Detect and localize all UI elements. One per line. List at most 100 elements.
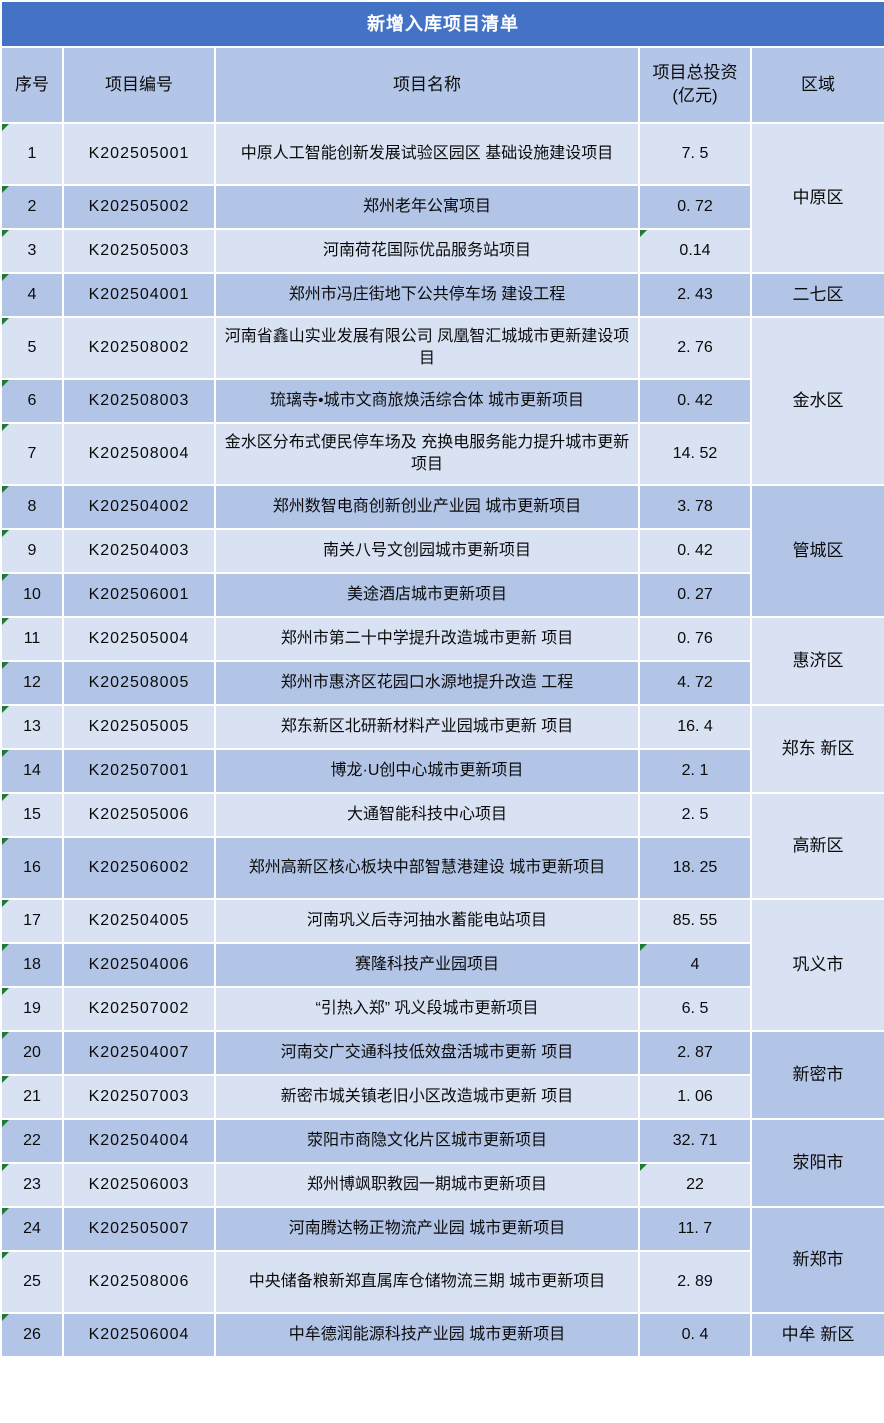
- project-name-cell-text: 河南巩义后寺河抽水蓄能电站项目: [306, 912, 547, 930]
- investment-cell: 0. 27: [638, 572, 752, 618]
- project-code-cell: K202505004: [62, 616, 216, 662]
- project-name-cell-text: 河南省鑫山实业发展有限公司 凤凰智汇城城市更新建设项目: [224, 328, 630, 367]
- investment-cell: 18. 25: [638, 836, 752, 900]
- project-code-cell: K202505002: [62, 184, 216, 230]
- project-name-cell: 郑州市惠济区花园口水源地提升改造 工程: [214, 660, 640, 706]
- project-code-cell-text: K202506002: [88, 859, 190, 877]
- project-name-cell: 河南荷花国际优品服务站项目: [214, 228, 640, 274]
- row-no-cell-text: 16: [23, 859, 41, 877]
- project-code-cell: K202507003: [62, 1074, 216, 1120]
- region-cell-text: 惠济区: [792, 650, 844, 670]
- investment-cell-text: 4. 72: [677, 674, 713, 692]
- row-no-cell: 2: [0, 184, 64, 230]
- column-header-code: 项目编号: [62, 46, 216, 124]
- row-no-cell: 5: [0, 316, 64, 380]
- project-name-cell: 河南巩义后寺河抽水蓄能电站项目: [214, 898, 640, 944]
- investment-cell-text: 7. 5: [681, 145, 709, 163]
- project-code-cell-text: K202506001: [88, 586, 190, 604]
- investment-cell: 85. 55: [638, 898, 752, 944]
- project-code-cell-text: K202504007: [88, 1044, 190, 1062]
- error-indicator-icon: [3, 531, 9, 537]
- row-no-cell-text: 15: [23, 806, 41, 824]
- project-code-cell-text: K202504004: [88, 1132, 190, 1150]
- row-no-cell-text: 7: [27, 445, 37, 463]
- table-row: 6 K202508003 琉璃寺•城市文商旅焕活综合体 城市更新项目 0. 42: [0, 378, 884, 424]
- project-name-cell-text: 美途酒店城市更新项目: [346, 586, 507, 604]
- row-no-cell-text: 1: [27, 145, 37, 163]
- project-name-cell-text: 新密市城关镇老旧小区改造城市更新 项目: [280, 1088, 574, 1106]
- row-no-cell-text: 6: [27, 392, 37, 410]
- error-indicator-icon: [3, 275, 9, 281]
- region-cell: 惠济区: [749, 616, 884, 706]
- project-code-cell: K202506002: [62, 836, 216, 900]
- error-indicator-icon: [3, 1077, 9, 1083]
- project-name-cell: “引热入郑” 巩义段城市更新项目: [214, 986, 640, 1032]
- region-cell: 新密市: [749, 1030, 884, 1120]
- project-name-cell-text: “引热入郑” 巩义段城市更新项目: [315, 1000, 539, 1018]
- investment-cell-text: 2. 43: [677, 286, 713, 304]
- project-name-cell-text: 郑州市惠济区花园口水源地提升改造 工程: [280, 674, 574, 692]
- table-row: 13 K202505005 郑东新区北研新材料产业园城市更新 项目 16. 4 郑东 新…: [0, 704, 884, 794]
- row-no-cell: 8: [0, 484, 64, 530]
- region-cell: 二七区: [749, 272, 884, 318]
- region-cell: 郑东 新区: [749, 704, 884, 794]
- project-name-cell-text: 琉璃寺•城市文商旅焕活综合体 城市更新项目: [269, 392, 585, 410]
- investment-cell-text: 16. 4: [677, 718, 713, 736]
- table-row: 11 K202505004 郑州市第二十中学提升改造城市更新 项目 0. 76 惠济区: [0, 616, 884, 706]
- table-row: 25 K202508006 中央储备粮新郑直属库仓储物流三期 城市更新项目 2. 89: [0, 1250, 884, 1314]
- project-name-cell-text: 中原人工智能创新发展试验区园区 基础设施建设项目: [240, 145, 614, 163]
- row-no-cell-text: 10: [23, 586, 41, 604]
- investment-cell-text: 2. 1: [681, 762, 709, 780]
- error-indicator-icon: [3, 989, 9, 995]
- project-code-cell: K202507002: [62, 986, 216, 1032]
- row-no-cell: 14: [0, 748, 64, 794]
- investment-cell: 2. 76: [638, 316, 752, 380]
- project-name-cell-text: 荥阳市商隐文化片区城市更新项目: [306, 1132, 547, 1150]
- project-code-cell-text: K202507001: [88, 762, 190, 780]
- region-cell-text: 郑东 新区: [781, 738, 855, 758]
- region-cell-text: 新密市: [792, 1064, 844, 1084]
- project-name-cell: 南关八号文创园城市更新项目: [214, 528, 640, 574]
- table-row: 1 K202505001 中原人工智能创新发展试验区园区 基础设施建设项目 7. 5 中…: [0, 122, 884, 274]
- error-indicator-icon: [3, 707, 9, 713]
- investment-cell-text: 2. 87: [677, 1044, 713, 1062]
- row-no-cell-text: 24: [23, 1220, 41, 1238]
- project-code-cell-text: K202508006: [88, 1273, 190, 1291]
- table-row: 16 K202506002 郑州高新区核心板块中部智慧港建设 城市更新项目 18. 2…: [0, 836, 884, 900]
- project-code-cell-text: K202507003: [88, 1088, 190, 1106]
- project-code-cell: K202505001: [62, 122, 216, 186]
- region-cell: 金水区: [749, 316, 884, 486]
- row-no-cell-text: 17: [23, 912, 41, 930]
- project-code-cell-text: K202507002: [88, 1000, 190, 1018]
- project-code-cell-text: K202505007: [88, 1220, 190, 1238]
- investment-cell-text: 0. 27: [677, 586, 713, 604]
- row-no-cell: 16: [0, 836, 64, 900]
- project-name-cell: 中原人工智能创新发展试验区园区 基础设施建设项目: [214, 122, 640, 186]
- error-indicator-icon: [3, 231, 9, 237]
- table-row: 12 K202508005 郑州市惠济区花园口水源地提升改造 工程 4. 72: [0, 660, 884, 706]
- investment-cell: 16. 4: [638, 704, 752, 750]
- column-header-no: 序号: [0, 46, 64, 124]
- region-cell-text: 二七区: [792, 284, 844, 304]
- investment-cell-text: 0. 76: [677, 630, 713, 648]
- error-indicator-icon: [3, 187, 9, 193]
- row-no-cell-text: 23: [23, 1176, 41, 1194]
- column-header-name: 项目名称: [214, 46, 640, 124]
- error-indicator-icon: [3, 425, 9, 431]
- region-cell: 新郑市: [749, 1206, 884, 1314]
- project-name-cell-text: 赛隆科技产业园项目: [354, 956, 499, 974]
- project-name-cell: 荥阳市商隐文化片区城市更新项目: [214, 1118, 640, 1164]
- row-no-cell-text: 21: [23, 1088, 41, 1106]
- project-name-cell: 河南省鑫山实业发展有限公司 凤凰智汇城城市更新建设项目: [214, 316, 640, 380]
- project-name-cell: 河南交广交通科技低效盘活城市更新 项目: [214, 1030, 640, 1076]
- table-row: 20 K202504007 河南交广交通科技低效盘活城市更新 项目 2. 87 新密市: [0, 1030, 884, 1120]
- project-name-cell: 郑州老年公寓项目: [214, 184, 640, 230]
- row-no-cell: 23: [0, 1162, 64, 1208]
- investment-cell: 2. 87: [638, 1030, 752, 1076]
- table-row: 26 K202506004 中牟德润能源科技产业园 城市更新项目 0. 4 中牟 新区: [0, 1312, 884, 1358]
- project-code-cell-text: K202508002: [88, 339, 190, 357]
- region-cell-text: 中牟 新区: [781, 1324, 855, 1344]
- column-header-region: 区域: [749, 46, 884, 124]
- project-name-cell-text: 金水区分布式便民停车场及 充换电服务能力提升城市更新项目: [224, 434, 630, 473]
- investment-cell: 4: [638, 942, 752, 988]
